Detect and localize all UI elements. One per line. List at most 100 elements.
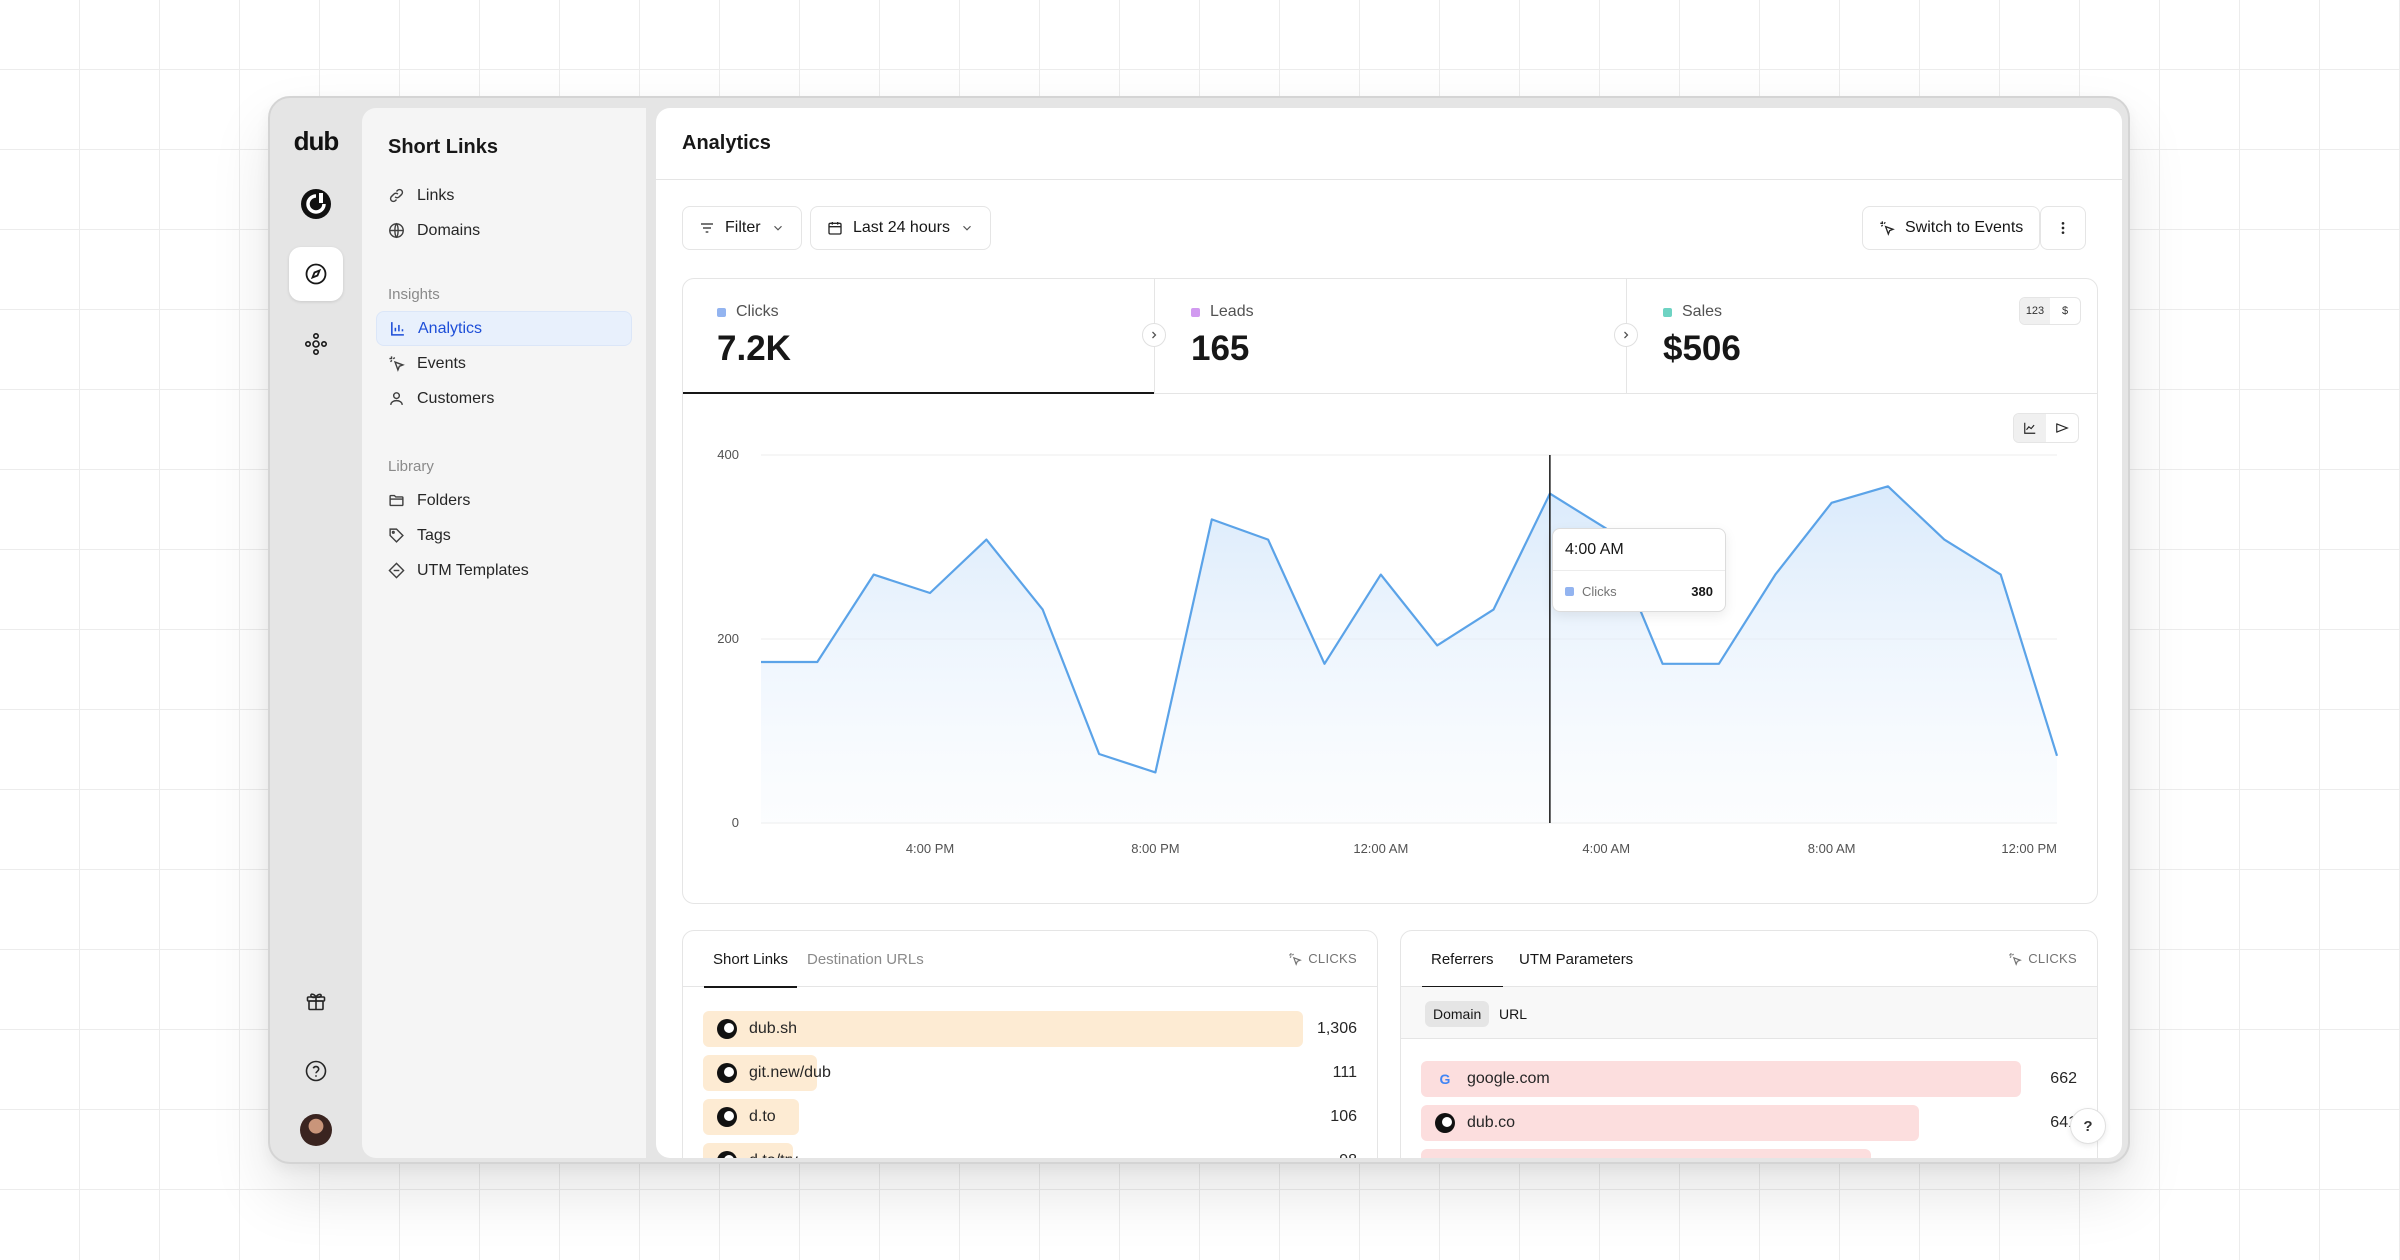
- tab-short-links[interactable]: Short Links: [703, 931, 798, 988]
- chart-type-toggle: [2013, 413, 2079, 443]
- gift-icon: [306, 993, 326, 1011]
- switch-to-events-label: Switch to Events: [1905, 219, 2024, 236]
- funnel-chart-button[interactable]: [2046, 414, 2078, 442]
- tab-utm-parameters[interactable]: UTM Parameters: [1519, 950, 1634, 968]
- chevron-down-icon: [773, 225, 782, 231]
- x-tick-label: 8:00 PM: [1131, 841, 1179, 856]
- list-item[interactable]: git.new/dub 111: [703, 1055, 1357, 1091]
- subtab-url[interactable]: URL: [1499, 1006, 1528, 1022]
- link-icon: [389, 188, 404, 203]
- metric-next-button[interactable]: [1142, 323, 1166, 347]
- page-title: Analytics: [656, 108, 2122, 180]
- tab-destination-urls[interactable]: Destination URLs: [807, 950, 924, 968]
- referral-button[interactable]: [289, 974, 343, 1028]
- dub-favicon-icon: [717, 1107, 737, 1127]
- partners-nav-button[interactable]: [289, 317, 343, 371]
- metric-next-button[interactable]: [1614, 323, 1638, 347]
- sidebar-item-tags[interactable]: Tags: [376, 518, 632, 553]
- app-window: dub: [268, 96, 2130, 1164]
- user-avatar[interactable]: [300, 1114, 332, 1146]
- referrer-subtabs: Domain URL: [1401, 987, 2097, 1039]
- short-links-panel: Short Links Destination URLs CLICKS dub.…: [682, 930, 1378, 1158]
- sidebar-item-analytics[interactable]: Analytics: [376, 311, 632, 346]
- metric-value: 7.2K: [717, 329, 791, 368]
- list-item[interactable]: dub.co 641: [1421, 1105, 2077, 1141]
- list-item-bar: [1421, 1105, 1919, 1141]
- dub-favicon-icon: [717, 1063, 737, 1083]
- x-tick-label: 12:00 AM: [1353, 841, 1408, 856]
- funnel-chart-icon: [2056, 423, 2069, 433]
- list-item-bar: [1421, 1061, 2021, 1097]
- dub-favicon-icon: [717, 1151, 737, 1158]
- tooltip-series: Clicks: [1582, 583, 1617, 599]
- filter-icon: [701, 223, 713, 233]
- date-range-picker[interactable]: Last 24 hours: [810, 206, 991, 250]
- clicks-line: [761, 485, 2059, 774]
- icon-rail: dub: [270, 98, 362, 1162]
- sidebar-item-domains[interactable]: Domains: [376, 213, 632, 248]
- dub-logo[interactable]: dub: [293, 126, 340, 156]
- list-item[interactable]: d.to/try 98: [703, 1143, 1357, 1158]
- sidebar-heading-library: Library: [388, 458, 434, 475]
- more-options-button[interactable]: [2040, 206, 2086, 250]
- clicks-chart[interactable]: 0 200 400 4:00 PM 8:00 PM 12:00 AM 4:00 AM 8:00…: [683, 279, 2098, 904]
- sidebar-item-folders[interactable]: Folders: [376, 483, 632, 518]
- google-favicon-icon: G: [1439, 1071, 1451, 1087]
- list-item-value: 111: [1332, 1064, 1357, 1081]
- cursor-click-icon: [1880, 221, 1895, 236]
- user-icon: [390, 392, 403, 405]
- filter-button[interactable]: Filter: [682, 206, 802, 250]
- list-item[interactable]: dub.sh 1,306: [703, 1011, 1357, 1047]
- chevron-right-icon: [1152, 331, 1157, 339]
- list-item-label: d.to/try: [717, 1143, 798, 1158]
- line-chart-button[interactable]: [2014, 414, 2046, 442]
- currency-toggle[interactable]: $: [2061, 305, 2069, 317]
- analytics-card: Clicks 7.2K Leads 165: [682, 278, 2098, 904]
- metric-sales[interactable]: Sales $506 123 $: [1627, 279, 2097, 393]
- more-vertical-icon: [2061, 222, 2065, 234]
- sidebar-item-label: Domains: [417, 221, 481, 239]
- clicks-column-label[interactable]: CLICKS: [2008, 951, 2077, 966]
- list-item-value: 106: [1330, 1108, 1357, 1125]
- x-tick-label: 4:00 PM: [906, 841, 954, 856]
- list-item-label: dub.co: [1435, 1105, 1515, 1141]
- list-item-bar: [1421, 1149, 1871, 1158]
- x-tick-label: 4:00 AM: [1582, 841, 1630, 856]
- list-item-label: git.new/dub: [717, 1055, 831, 1091]
- sidebar-item-utm-templates[interactable]: UTM Templates: [376, 553, 632, 588]
- tag-icon: [389, 528, 404, 543]
- help-nav-button[interactable]: [289, 1044, 343, 1098]
- sidebar-item-links[interactable]: Links: [376, 178, 632, 213]
- metric-value: $506: [1663, 329, 1741, 368]
- x-tick-label: 8:00 AM: [1808, 841, 1856, 856]
- sidebar-item-customers[interactable]: Customers: [376, 381, 632, 416]
- tooltip-time: 4:00 AM: [1553, 529, 1725, 571]
- subtab-domain[interactable]: Domain: [1425, 1001, 1490, 1027]
- sidebar: Short Links Links Domains Insights Analy…: [362, 108, 646, 1158]
- cursor-click-icon: [2009, 952, 2023, 966]
- metric-clicks[interactable]: Clicks 7.2K: [683, 279, 1166, 394]
- count-toggle[interactable]: 123: [2020, 298, 2050, 324]
- switch-to-events-button[interactable]: Switch to Events: [1862, 206, 2041, 250]
- list-item[interactable]: [1421, 1149, 2077, 1158]
- clicks-column-label[interactable]: CLICKS: [1288, 951, 1357, 966]
- clicks-color-dot: [717, 307, 726, 317]
- sidebar-item-events[interactable]: Events: [376, 346, 632, 381]
- sidebar-title: Short Links: [388, 136, 499, 158]
- metric-label: Clicks: [736, 303, 779, 320]
- sidebar-item-label: Customers: [417, 389, 495, 407]
- insights-nav-button[interactable]: [289, 247, 343, 301]
- sidebar-item-label: UTM Templates: [417, 561, 529, 579]
- list-item[interactable]: d.to 106: [703, 1099, 1357, 1135]
- metric-value: 165: [1191, 329, 1250, 368]
- metric-leads[interactable]: Leads 165: [1155, 279, 1638, 393]
- y-tick-label: 200: [717, 631, 739, 646]
- chevron-down-icon: [963, 225, 971, 231]
- calendar-icon: [828, 222, 842, 235]
- workspace-button[interactable]: [289, 177, 343, 231]
- help-button[interactable]: ?: [2070, 1108, 2106, 1144]
- dub-favicon-icon: [1435, 1113, 1455, 1133]
- dub-favicon-icon: [717, 1019, 737, 1039]
- tab-referrers[interactable]: Referrers: [1422, 931, 1502, 988]
